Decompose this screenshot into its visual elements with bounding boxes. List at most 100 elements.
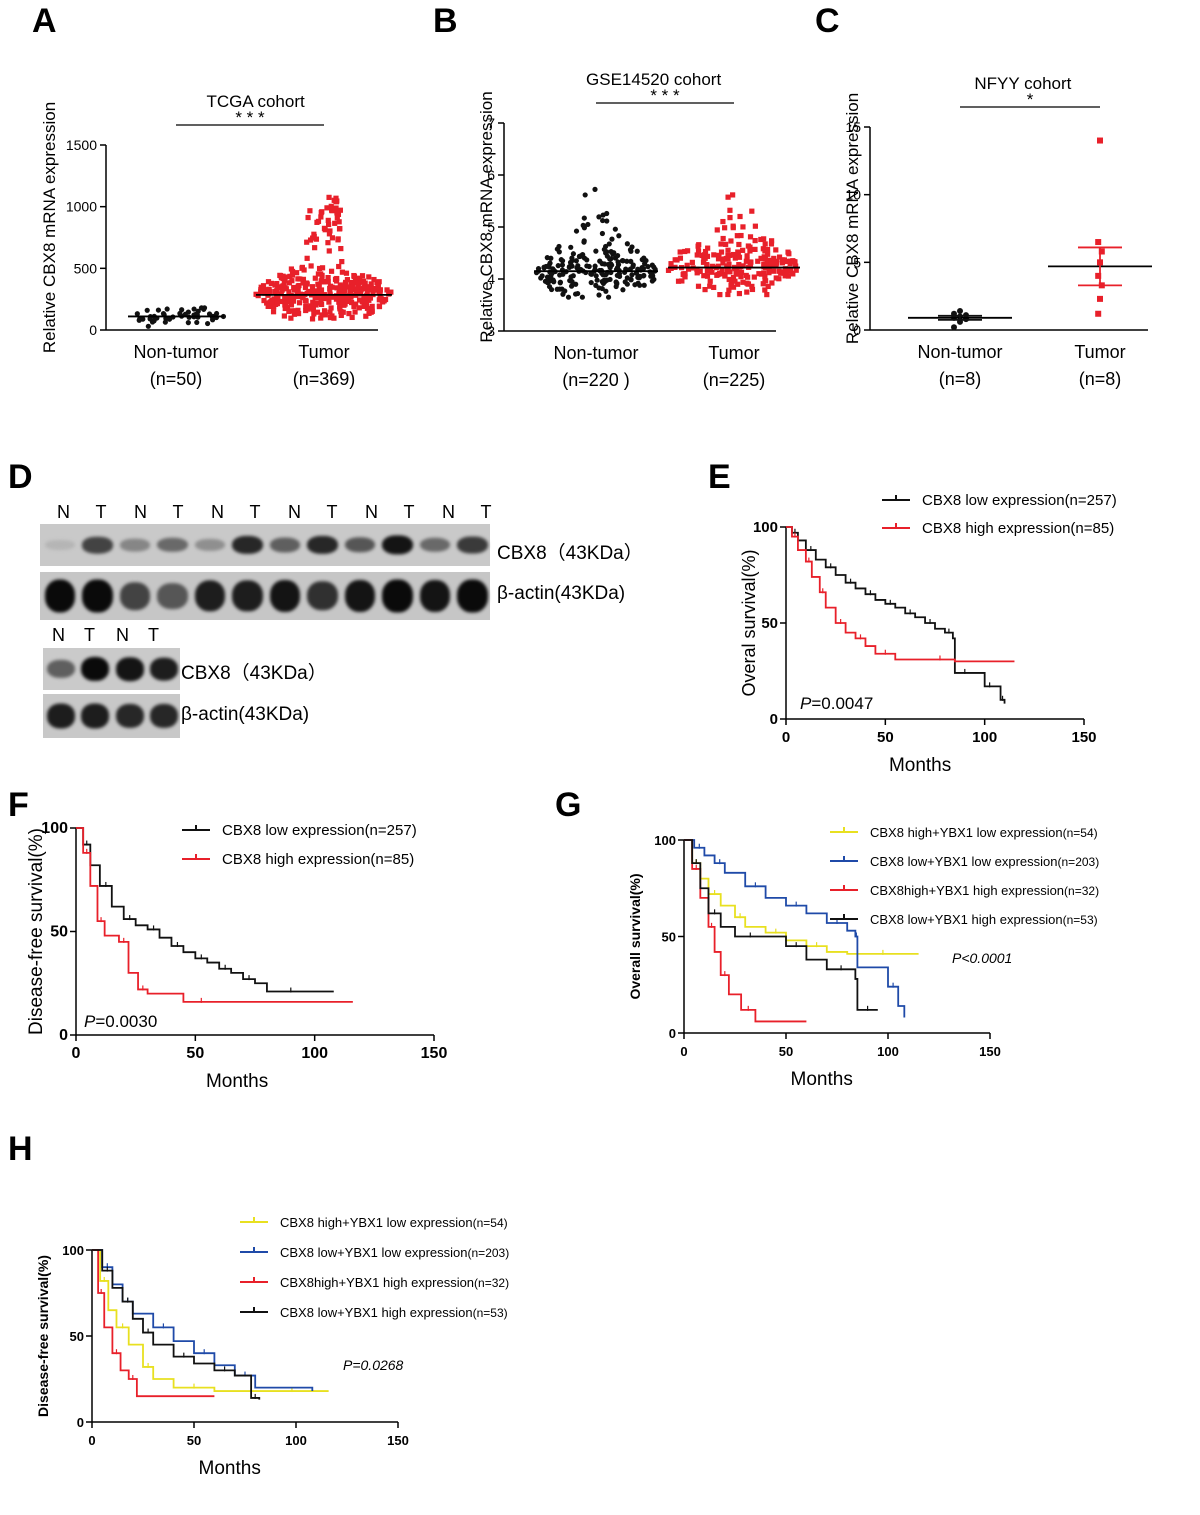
data-point <box>258 287 264 293</box>
data-point <box>136 317 142 323</box>
data-point <box>1095 239 1102 246</box>
panel-letter-c: C <box>815 2 840 40</box>
data-point <box>364 289 370 295</box>
chart-g: 0 50 100 0 50 100 150 Months Overall survival(%)… <box>627 825 1099 1090</box>
data-point <box>1097 295 1103 302</box>
data-point <box>720 235 726 242</box>
data-point <box>539 273 545 279</box>
blot-band <box>119 582 151 610</box>
lane-label: T <box>148 625 159 645</box>
data-point <box>325 275 331 281</box>
data-point <box>727 207 733 213</box>
data-point <box>694 252 700 258</box>
data-point <box>544 255 550 261</box>
data-point <box>709 269 715 275</box>
data-point <box>736 254 743 260</box>
data-point <box>702 286 708 293</box>
data-point <box>548 277 554 283</box>
chart-title: NFYY cohort <box>974 74 1071 93</box>
blot-band <box>44 539 76 551</box>
blot-band <box>307 535 338 555</box>
data-point <box>597 258 603 264</box>
data-point <box>296 300 303 306</box>
y-axis-label: Relative CBX8 mRNA expression <box>477 91 496 342</box>
data-point <box>286 289 292 295</box>
x-tick-label: 50 <box>779 1044 793 1059</box>
legend-entry: CBX8high+YBX1 high expression(n=32) <box>870 883 1099 898</box>
data-point <box>743 258 749 264</box>
data-point <box>213 310 220 317</box>
data-point <box>793 267 799 273</box>
lane-label: T <box>249 502 261 522</box>
blot-band <box>232 580 263 612</box>
y-axis-label: Disease-free survival(%) <box>26 828 47 1035</box>
x-axis-label: Months <box>199 1458 261 1479</box>
data-point <box>760 246 766 252</box>
data-point <box>195 308 201 314</box>
data-point <box>748 259 754 265</box>
data-point <box>334 285 340 291</box>
y-tick-label: 4 <box>487 271 495 287</box>
data-point <box>314 300 320 306</box>
data-point <box>370 285 376 292</box>
blot-label-cbx8-top: CBX8（43KDa） <box>497 543 643 564</box>
data-point <box>785 273 791 279</box>
data-point <box>345 284 352 290</box>
y-tick-label: 7 <box>487 115 495 131</box>
data-point <box>737 213 743 220</box>
legend-entry: CBX8 high+YBX1 low expression(n=54) <box>280 1215 508 1230</box>
group-points-1 <box>665 192 799 298</box>
survival-curve-0 <box>92 1249 329 1392</box>
blot-label-actin-top: β-actin(43KDa) <box>497 583 626 604</box>
data-point <box>762 256 768 262</box>
data-point <box>315 291 321 297</box>
y-tick-label: 50 <box>50 924 68 941</box>
data-point <box>284 304 291 311</box>
data-point <box>361 284 367 291</box>
data-point <box>736 290 743 297</box>
lane-label: T <box>480 502 492 522</box>
data-point <box>155 307 162 313</box>
panel-letter-h: H <box>8 1130 33 1168</box>
data-point <box>614 280 620 286</box>
data-point <box>758 255 764 261</box>
data-point <box>295 276 301 282</box>
data-point <box>771 255 777 261</box>
data-point <box>333 278 340 284</box>
data-point <box>325 295 331 301</box>
data-point <box>704 273 711 279</box>
data-point <box>319 272 325 278</box>
data-point <box>682 274 688 280</box>
data-point <box>299 264 305 270</box>
data-point <box>376 279 382 285</box>
data-point <box>271 296 277 302</box>
data-point <box>194 319 200 326</box>
data-point <box>711 252 717 258</box>
data-point <box>604 218 610 224</box>
data-point <box>314 288 320 294</box>
data-point <box>762 241 768 247</box>
blot-band <box>419 579 451 613</box>
data-point <box>677 249 683 255</box>
legend-n: (n=203) <box>1058 855 1100 869</box>
data-point <box>768 241 775 247</box>
survival-curve-3 <box>92 1249 261 1400</box>
data-point <box>337 306 343 312</box>
lane-label: N <box>57 502 70 522</box>
blot-label-cbx8-bottom: CBX8（43KDa） <box>181 663 327 684</box>
data-point <box>771 259 777 265</box>
panel-letter-g: G <box>555 786 582 824</box>
x-tick-label: 150 <box>387 1433 409 1448</box>
data-point <box>716 252 722 258</box>
data-point <box>565 294 572 300</box>
data-point <box>160 310 167 317</box>
data-point <box>573 258 579 264</box>
data-point <box>762 287 768 293</box>
blot-bottom-cbx8 <box>43 648 180 690</box>
data-point <box>593 273 599 279</box>
y-tick-label: 15 <box>845 119 861 135</box>
data-point <box>624 258 630 264</box>
data-point <box>593 282 599 288</box>
data-point <box>310 299 316 306</box>
data-point <box>339 298 345 304</box>
